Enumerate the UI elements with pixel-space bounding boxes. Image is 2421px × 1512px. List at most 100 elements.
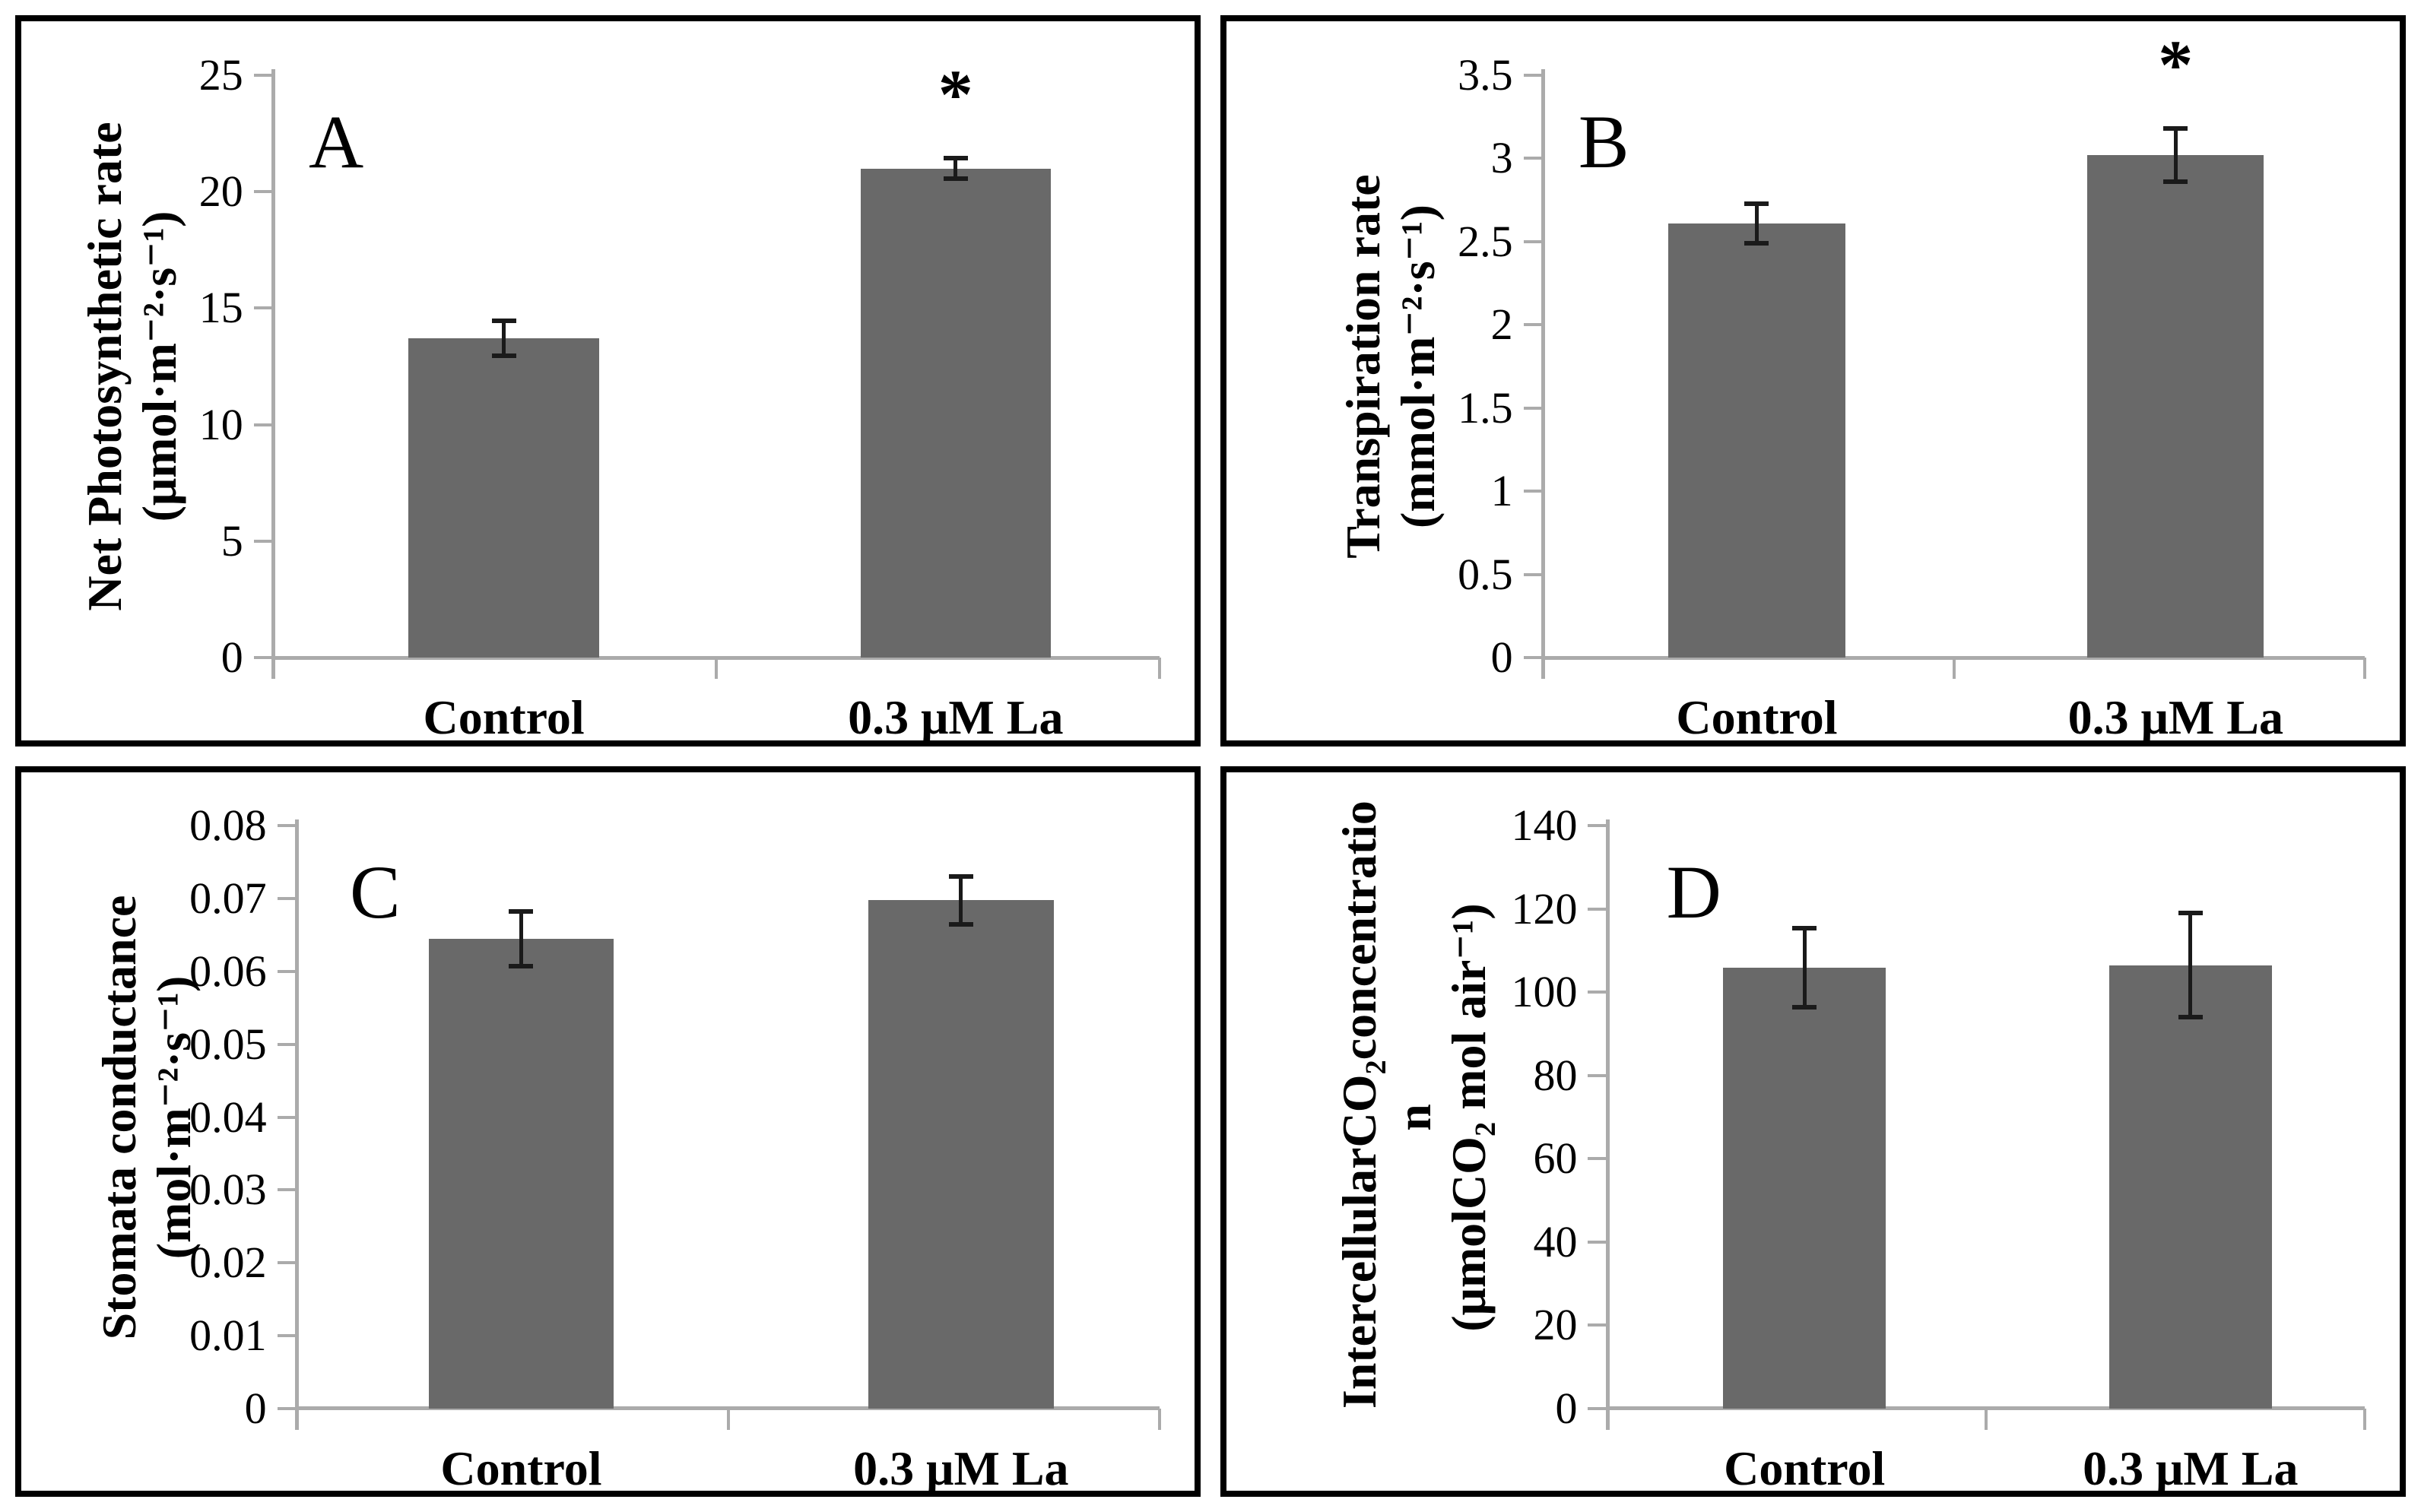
y-axis-title-line: IntercellularCO₂concentratio [1331, 800, 1386, 1409]
bar-control [1668, 223, 1845, 658]
y-tick-label: 2 [1490, 300, 1513, 350]
x-axis-tick [1157, 658, 1161, 680]
significance-asterisk: * [938, 55, 973, 133]
y-axis-line [1605, 819, 1610, 1430]
y-axis-title-line: n [1386, 1103, 1441, 1131]
y-tick-label: 0 [244, 1383, 267, 1433]
x-axis-tick [715, 658, 719, 680]
y-axis-tick [1588, 1406, 1608, 1410]
y-axis-tick [277, 1333, 297, 1337]
y-axis-tick [1523, 323, 1544, 327]
error-bar-line [2188, 913, 2193, 1018]
y-axis-title: IntercellularCO₂concentratio n (μmolCO₂ mo… [1331, 800, 1496, 1409]
bar-0-3-m-la [860, 168, 1051, 658]
panel-letter: B [1578, 99, 1629, 184]
error-bar-line [1802, 927, 1807, 1007]
y-axis-tick [1523, 157, 1544, 160]
y-axis-tick [1523, 656, 1544, 660]
y-tick-label: 15 [198, 283, 243, 333]
y-axis-tick [1588, 1323, 1608, 1327]
y-axis-tick [1588, 907, 1608, 911]
bar-0-3-m-la [2087, 155, 2264, 658]
error-bar-cap-bottom [2178, 1015, 2203, 1020]
y-axis-tick [1523, 490, 1544, 493]
y-axis-title: Net Photosynthetic rate (μmol·m⁻²·s⁻¹) [78, 75, 188, 658]
y-axis-tick [253, 539, 274, 543]
y-tick-label: 0 [221, 632, 243, 683]
y-axis-tick [1588, 1073, 1608, 1077]
y-axis-tick [253, 73, 274, 77]
y-tick-label: 1.5 [1458, 382, 1513, 433]
y-tick-label: 0.01 [189, 1310, 267, 1360]
error-bar-cap-bottom [2163, 179, 2188, 185]
y-axis-title-line: Net Photosynthetic rate [78, 122, 132, 611]
y-axis-tick [1523, 73, 1544, 77]
bar-control [428, 938, 614, 1409]
panel-letter: A [309, 99, 364, 184]
y-tick-label: 100 [1511, 967, 1578, 1017]
y-tick-label: 60 [1533, 1133, 1578, 1184]
panel-letter: D [1666, 850, 1721, 935]
y-axis-tick [1588, 991, 1608, 994]
y-axis-tick [1588, 1240, 1608, 1244]
y-axis-tick [277, 1188, 297, 1192]
error-bar-cap-top [2178, 911, 2203, 916]
y-axis-tick [277, 1406, 297, 1410]
y-tick-label: 3 [1490, 133, 1513, 183]
x-axis-tick [2362, 1408, 2366, 1430]
panel-intercellular-co2-concentration: 0 20 40 60 80 100 120 140 Control 0.3 μM La D Inter… [1220, 766, 2406, 1497]
y-tick-label: 0.07 [189, 873, 267, 924]
x-axis-tick [1985, 1408, 1988, 1430]
error-bar-line [502, 321, 506, 357]
x-axis-tick [1606, 1408, 1610, 1430]
y-tick-label: 0.06 [189, 946, 267, 996]
x-axis-tick [1157, 1408, 1161, 1430]
error-bar-line [1754, 203, 1759, 244]
y-axis-unit-line: (μmolCO₂ mol air⁻¹) [1441, 902, 1496, 1332]
y-axis-tick [253, 656, 274, 660]
error-bar-cap-bottom [509, 964, 534, 969]
error-bar-cap-top [943, 155, 968, 160]
error-bar-cap-top [1744, 201, 1769, 206]
y-axis-tick [253, 306, 274, 310]
y-axis-tick [277, 1261, 297, 1265]
error-bar-cap-bottom [943, 176, 968, 182]
panel-letter: C [350, 850, 401, 935]
y-tick-label: 0.03 [189, 1165, 267, 1215]
y-tick-label: 10 [198, 399, 243, 449]
x-category-label: 0.3 μM La [2083, 1441, 2299, 1495]
y-tick-label: 120 [1511, 883, 1578, 934]
y-tick-label: 20 [1533, 1300, 1578, 1350]
x-axis-tick [726, 1408, 730, 1430]
y-tick-label: 0.02 [189, 1238, 267, 1288]
y-axis-tick [1588, 824, 1608, 828]
y-axis-title: Transpiration rate (mmol·m⁻²·s⁻¹) [1336, 75, 1445, 658]
panel-stomata-conductance: 0 0.01 0.02 0.03 0.04 0.05 0.06 0.07 0.08 Control… [15, 766, 1201, 1497]
x-category-label: 0.3 μM La [848, 690, 1064, 745]
x-axis-tick [1541, 658, 1545, 680]
error-bar-cap-bottom [491, 353, 516, 359]
bar-0-3-m-la [868, 900, 1054, 1409]
y-axis-tick [1588, 1157, 1608, 1161]
x-category-label: 0.3 μM La [2067, 690, 2283, 745]
y-axis-tick [277, 824, 297, 828]
y-tick-label: 0.04 [189, 1092, 267, 1142]
y-tick-label: 2.5 [1458, 216, 1513, 266]
error-bar-cap-top [509, 908, 534, 914]
error-bar-cap-bottom [1792, 1004, 1817, 1010]
error-bar-cap-top [948, 873, 973, 879]
error-bar-line [2173, 128, 2178, 182]
x-category-label: Control [1676, 690, 1838, 745]
error-bar-cap-bottom [948, 921, 973, 927]
y-axis-unit-line: (mmol·m⁻²·s⁻¹) [1391, 204, 1445, 529]
y-axis-tick [1523, 239, 1544, 243]
y-axis-unit-line: (μmol·m⁻²·s⁻¹) [132, 211, 187, 522]
bar-control [1723, 967, 1886, 1409]
y-axis-tick [1523, 406, 1544, 410]
y-axis-tick [277, 1042, 297, 1046]
y-axis-tick [277, 970, 297, 973]
y-tick-label: 3.5 [1458, 49, 1513, 100]
y-axis-line [1541, 68, 1546, 680]
y-axis-title-line: Stomata conductance [92, 895, 147, 1339]
